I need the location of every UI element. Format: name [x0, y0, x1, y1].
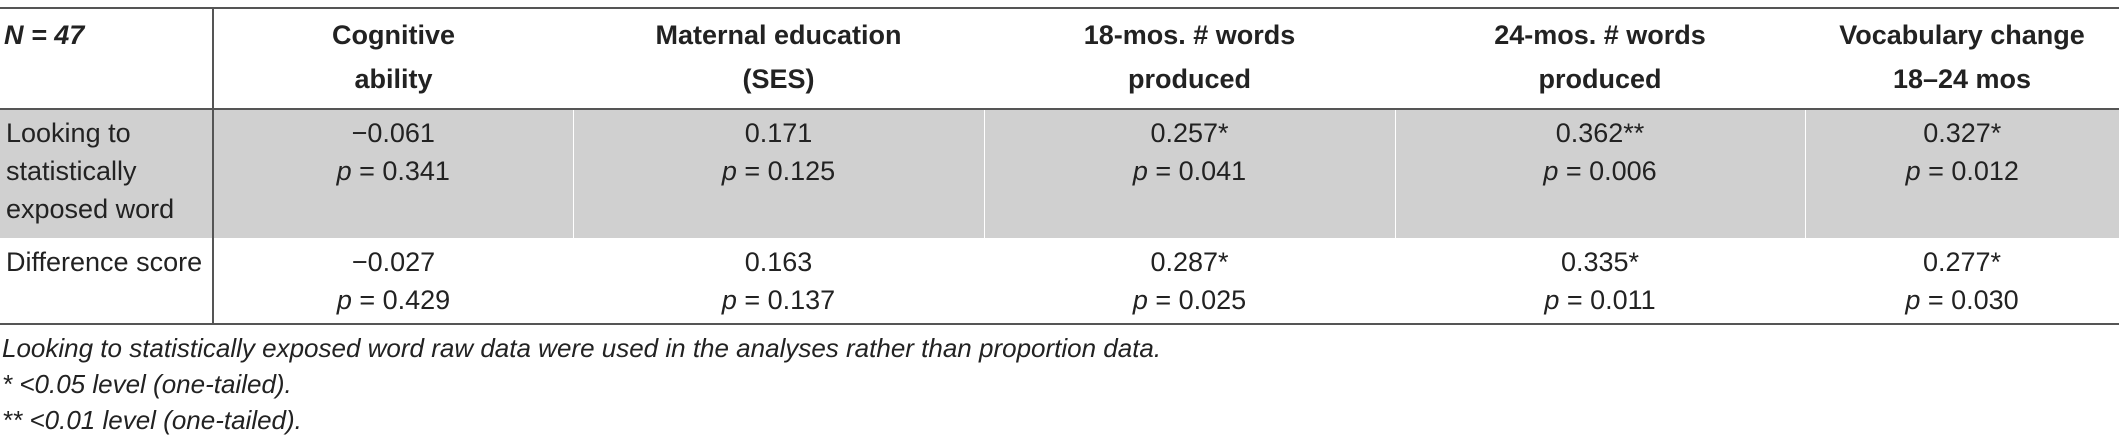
footnote: ** <0.01 level (one-tailed).: [2, 405, 302, 435]
header-line: produced: [1538, 64, 1662, 94]
correlation-value: −0.027: [351, 247, 436, 277]
footnote: * <0.05 level (one-tailed).: [2, 369, 292, 399]
data-cell: 0.327* p = 0.012: [1804, 109, 2119, 239]
correlation-value: 0.287*: [1150, 247, 1229, 277]
row-label: Looking to statistically exposed word: [0, 109, 214, 239]
header-line: (SES): [742, 64, 815, 94]
p-value: p = 0.012: [1905, 156, 2019, 186]
p-value: p = 0.137: [721, 285, 836, 315]
data-cell: 0.335* p = 0.011: [1395, 238, 1805, 325]
header-cell: 18-mos. # words produced: [984, 7, 1395, 110]
data-cell: 0.277* p = 0.030: [1805, 238, 2119, 325]
table-row: Looking to statistically exposed word −0.…: [0, 109, 2119, 239]
correlation-value: 0.327*: [1923, 118, 2002, 148]
header-line: N = 47: [4, 20, 85, 50]
p-value: p = 0.341: [336, 156, 450, 186]
header-line: 18–24 mos: [1892, 64, 2032, 94]
data-cell: 0.257* p = 0.041: [983, 109, 1395, 239]
data-cell: −0.027 p = 0.429: [213, 238, 573, 325]
header-line: 24-mos. # words: [1494, 20, 1706, 50]
p-value: p = 0.429: [336, 285, 451, 315]
header-cell: 24-mos. # words produced: [1395, 7, 1805, 110]
data-cell: 0.163 p = 0.137: [573, 238, 984, 325]
p-value: p = 0.041: [1132, 156, 1247, 186]
header-line: Cognitive: [331, 20, 455, 50]
correlation-value: −0.061: [351, 118, 435, 148]
table-row: Difference score −0.027 p = 0.429 0.163 p = …: [0, 238, 2119, 325]
p-value: p = 0.006: [1543, 156, 1657, 186]
footnotes: Looking to statistically exposed word ra…: [2, 330, 1161, 438]
correlation-value: 0.362**: [1555, 118, 1645, 148]
header-line: Vocabulary change: [1839, 20, 2085, 50]
p-value: p = 0.011: [1544, 285, 1656, 315]
header-row: N = 47 Cognitive ability Maternal education…: [0, 7, 2119, 110]
header-cell: N = 47: [0, 7, 214, 110]
correlation-value: 0.335*: [1560, 247, 1640, 277]
footnote: Looking to statistically exposed word ra…: [2, 333, 1162, 363]
header-cell: Cognitive ability: [213, 7, 573, 110]
header-line: Maternal education: [655, 20, 902, 50]
table-body: Looking to statistically exposed word −0.…: [0, 109, 2119, 325]
correlation-table: N = 47 Cognitive ability Maternal education…: [0, 7, 2119, 325]
correlation-value: 0.257*: [1150, 118, 1229, 148]
header-cell: Vocabulary change 18–24 mos: [1805, 7, 2119, 110]
data-cell: −0.061 p = 0.341: [212, 109, 573, 239]
correlation-value: 0.277*: [1922, 247, 2002, 277]
correlation-value: 0.171: [744, 118, 813, 148]
header-line: ability: [354, 64, 433, 94]
header-cell: Maternal education (SES): [573, 7, 984, 110]
row-label: Difference score: [0, 238, 214, 325]
p-value: p = 0.030: [1905, 285, 2019, 315]
data-cell: 0.171 p = 0.125: [572, 109, 984, 239]
p-value: p = 0.125: [721, 156, 836, 186]
correlation-value: 0.163: [744, 247, 813, 277]
header-line: 18-mos. # words: [1083, 20, 1296, 50]
header-line: produced: [1127, 64, 1251, 94]
data-cell: 0.362** p = 0.006: [1394, 109, 1805, 239]
p-value: p = 0.025: [1132, 285, 1247, 315]
data-cell: 0.287* p = 0.025: [984, 238, 1395, 325]
